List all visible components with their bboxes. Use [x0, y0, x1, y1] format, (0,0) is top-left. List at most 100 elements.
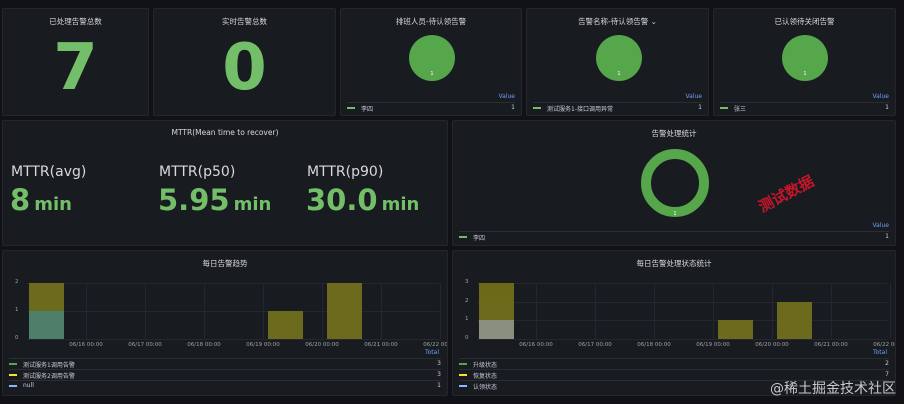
donut-slice[interactable]: [641, 149, 709, 217]
pie-slice[interactable]: 1: [409, 35, 455, 81]
legend-name: 认领状态: [473, 384, 498, 391]
mttr-p50-label: MTTR(p50): [159, 164, 236, 180]
y-tick-label: 1: [15, 307, 19, 313]
legend-value: 1: [885, 104, 889, 111]
legend-item[interactable]: 张三 1: [720, 102, 889, 113]
legend-name: 升级状态: [473, 362, 498, 369]
grid-line: [477, 339, 887, 340]
grid-line: [595, 283, 596, 339]
mttr-avg-label: MTTR(avg): [11, 164, 87, 180]
legend-item[interactable]: 升级状态 2: [459, 358, 889, 369]
grid-line: [890, 283, 891, 339]
bar[interactable]: [479, 320, 515, 339]
grid-line: [713, 283, 714, 339]
x-tick-label: 06/18 00:00: [637, 342, 671, 348]
grid-line: [440, 283, 441, 339]
pie-slice[interactable]: 1: [782, 35, 828, 81]
legend-value-header[interactable]: Value: [498, 93, 515, 100]
y-tick-label: 2: [465, 297, 469, 304]
grid-line: [477, 301, 887, 303]
x-tick-label: 06/16 00:00: [69, 342, 103, 348]
legend-swatch: [347, 107, 355, 109]
grid-line: [477, 283, 887, 284]
bar[interactable]: [479, 301, 515, 321]
x-tick-label: 06/17 00:00: [578, 342, 612, 348]
donut-chart[interactable]: 1: [639, 147, 711, 219]
donut-panel-alert-stats: 告警处理统计 1 测试数据 Value 李四 1: [452, 120, 896, 246]
stat-panel-realtime: 实时告警总数 0: [153, 8, 336, 116]
legend-swatch: [720, 107, 728, 109]
unit: min: [381, 194, 420, 215]
legend-swatch: [459, 363, 467, 365]
legend-item[interactable]: 测试服务1-接口调用异常 1: [533, 102, 702, 113]
pie-panel-alert-name: 告警名称-待认领告警 ⌄ 1 Value 测试服务1-接口调用异常 1: [526, 8, 709, 116]
legend-name: 张三: [734, 106, 747, 113]
bar[interactable]: [326, 283, 363, 339]
legend-value: 1: [698, 104, 702, 111]
legend-value: 1: [437, 382, 441, 389]
daily-status-chart[interactable]: 0 1 2 3 06/16 00:00 06/17 00:00 06/18 00:00 06/…: [453, 251, 895, 395]
legend-item[interactable]: 认领状态: [459, 380, 889, 391]
panel-title[interactable]: 排班人员-待认领告警: [395, 17, 467, 26]
bar[interactable]: [717, 320, 754, 339]
unit: min: [34, 194, 72, 215]
x-tick-label: 06/17 00:00: [128, 342, 162, 348]
y-tick-label: 3: [465, 279, 469, 285]
bar[interactable]: [776, 301, 813, 339]
legend-swatch: [9, 385, 17, 387]
grid-line: [536, 283, 537, 339]
value: 5.95: [158, 183, 230, 217]
legend-item[interactable]: 李四 1: [347, 102, 515, 113]
daily-trend-chart[interactable]: 0 1 2 06/16 00:00 06/17 00:00 06/18 00:00 06/1…: [3, 251, 448, 395]
panel-title[interactable]: 实时告警总数: [222, 17, 267, 26]
x-tick-label: 06/21 00:00: [364, 342, 398, 348]
legend-total-header[interactable]: Total: [424, 349, 439, 356]
panel-title[interactable]: MTTR(Mean time to recover): [171, 128, 279, 137]
bar[interactable]: [479, 283, 515, 302]
legend-item[interactable]: 测试服务1调用告警 3: [9, 358, 441, 369]
x-tick-label: 06/22 00:00: [423, 342, 448, 348]
x-tick-label: 06/21 00:00: [814, 342, 848, 348]
legend-value-header[interactable]: Value: [872, 222, 889, 229]
slice-label: 1: [430, 71, 434, 77]
panel-title[interactable]: 告警处理统计: [651, 129, 697, 138]
slice-label: 1: [803, 71, 807, 77]
pie-slice[interactable]: 1: [596, 35, 642, 81]
bar[interactable]: [29, 311, 65, 339]
legend-name: null: [23, 382, 34, 389]
x-tick-label: 06/19 00:00: [696, 342, 730, 348]
grid-line: [263, 283, 264, 339]
legend-value: 7: [885, 371, 889, 378]
legend-item[interactable]: 李四 1: [459, 231, 889, 242]
legend-value-header[interactable]: Value: [685, 93, 702, 100]
legend-name: 李四: [361, 106, 374, 113]
mttr-panel: MTTR(Mean time to recover) MTTR(avg) 8 mi…: [2, 120, 448, 246]
grid-line: [831, 283, 832, 339]
legend-total-header[interactable]: Total: [872, 349, 887, 356]
stat-value: 0: [222, 31, 267, 105]
legend-swatch: [459, 385, 467, 387]
bar[interactable]: [29, 283, 65, 311]
legend-swatch: [459, 236, 467, 238]
panel-title[interactable]: 已处理告警总数: [49, 17, 102, 26]
x-tick-label: 06/16 00:00: [519, 342, 553, 348]
legend-value-header[interactable]: Value: [872, 93, 889, 100]
value: 8: [10, 183, 31, 217]
panel-title[interactable]: 每日告警处理状态统计: [636, 259, 712, 268]
grid-line: [477, 320, 887, 322]
panel-title[interactable]: 告警名称-待认领告警 ⌄: [578, 17, 657, 26]
grid-line: [86, 283, 87, 339]
panel-title[interactable]: 已认领待关闭告警: [774, 17, 835, 26]
grid-line: [27, 283, 439, 284]
mttr-p90-label: MTTR(p90): [307, 164, 384, 180]
panel-title[interactable]: 每日告警趋势: [202, 259, 248, 268]
legend-item[interactable]: 恢复状态 7: [459, 369, 889, 380]
grid-line: [27, 339, 439, 340]
y-tick-label: 1: [465, 316, 469, 323]
legend-swatch: [459, 374, 467, 376]
credit-watermark: @稀土掘金技术社区: [770, 381, 896, 397]
bar[interactable]: [267, 311, 304, 339]
legend-item[interactable]: 测试服务2调用告警 3: [9, 369, 441, 380]
legend-item[interactable]: null 1: [9, 380, 441, 390]
value: 30.0: [306, 183, 378, 217]
